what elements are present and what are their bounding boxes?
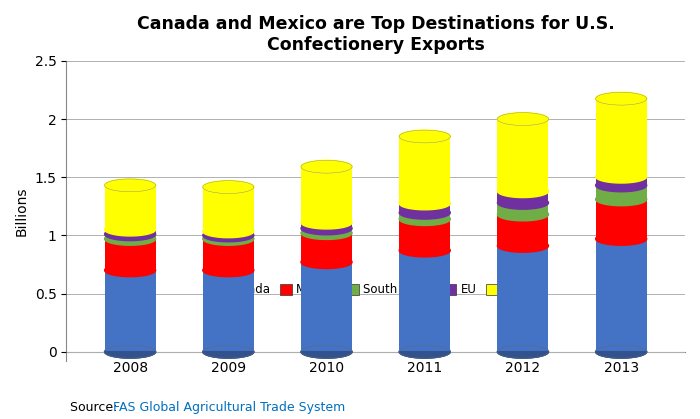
Polygon shape bbox=[104, 264, 155, 277]
Polygon shape bbox=[301, 352, 352, 358]
Bar bbox=[203, 239, 254, 270]
Title: Canada and Mexico are Top Destinations for U.S.
Confectionery Exports: Canada and Mexico are Top Destinations f… bbox=[136, 15, 615, 54]
Polygon shape bbox=[399, 213, 450, 225]
Bar bbox=[104, 270, 155, 352]
Polygon shape bbox=[104, 233, 155, 245]
Bar bbox=[203, 270, 254, 352]
Polygon shape bbox=[399, 345, 450, 358]
Polygon shape bbox=[301, 256, 352, 269]
Polygon shape bbox=[104, 223, 155, 236]
Polygon shape bbox=[203, 345, 254, 358]
Bar bbox=[399, 203, 450, 213]
Bar bbox=[498, 191, 549, 203]
Polygon shape bbox=[498, 352, 549, 358]
Polygon shape bbox=[301, 160, 352, 173]
Polygon shape bbox=[203, 225, 254, 238]
Polygon shape bbox=[104, 352, 155, 358]
Bar bbox=[203, 231, 254, 235]
Polygon shape bbox=[596, 179, 647, 192]
Bar bbox=[399, 251, 450, 352]
Bar bbox=[104, 239, 155, 270]
Polygon shape bbox=[399, 206, 450, 219]
Bar bbox=[301, 228, 352, 233]
Polygon shape bbox=[596, 92, 647, 105]
Bar bbox=[596, 177, 647, 185]
Bar bbox=[203, 235, 254, 239]
Polygon shape bbox=[596, 193, 647, 206]
Bar bbox=[498, 119, 549, 191]
Bar bbox=[596, 185, 647, 199]
Text: FAS Global Agricultural Trade System: FAS Global Agricultural Trade System bbox=[113, 401, 346, 414]
Bar bbox=[399, 213, 450, 219]
Bar bbox=[498, 203, 549, 215]
Bar bbox=[399, 219, 450, 251]
Polygon shape bbox=[104, 345, 155, 358]
Bar bbox=[498, 215, 549, 246]
Polygon shape bbox=[301, 222, 352, 235]
Polygon shape bbox=[203, 229, 254, 242]
Bar bbox=[104, 185, 155, 230]
Polygon shape bbox=[104, 352, 155, 358]
Polygon shape bbox=[498, 208, 549, 221]
Polygon shape bbox=[498, 352, 549, 358]
Polygon shape bbox=[301, 352, 352, 358]
Polygon shape bbox=[203, 352, 254, 358]
Polygon shape bbox=[399, 352, 450, 358]
Polygon shape bbox=[596, 352, 647, 358]
Bar bbox=[301, 262, 352, 352]
Polygon shape bbox=[301, 216, 352, 229]
Polygon shape bbox=[399, 352, 450, 358]
Polygon shape bbox=[203, 181, 254, 194]
Polygon shape bbox=[104, 179, 155, 192]
Polygon shape bbox=[301, 227, 352, 239]
Polygon shape bbox=[596, 345, 647, 358]
Polygon shape bbox=[203, 233, 254, 245]
Polygon shape bbox=[498, 345, 549, 358]
Text: Source:: Source: bbox=[70, 401, 121, 414]
Bar bbox=[498, 246, 549, 352]
Polygon shape bbox=[399, 244, 450, 257]
Bar bbox=[596, 99, 647, 177]
Polygon shape bbox=[399, 197, 450, 210]
Bar bbox=[203, 187, 254, 231]
Polygon shape bbox=[498, 185, 549, 197]
Polygon shape bbox=[596, 170, 647, 183]
Bar bbox=[301, 167, 352, 222]
Polygon shape bbox=[596, 352, 647, 358]
Bar bbox=[104, 234, 155, 239]
Polygon shape bbox=[203, 264, 254, 277]
Polygon shape bbox=[301, 345, 352, 358]
Polygon shape bbox=[498, 239, 549, 252]
Polygon shape bbox=[596, 233, 647, 245]
Polygon shape bbox=[498, 113, 549, 125]
Bar bbox=[301, 233, 352, 262]
Polygon shape bbox=[498, 197, 549, 209]
Polygon shape bbox=[399, 130, 450, 143]
Bar bbox=[399, 137, 450, 203]
Bar bbox=[104, 230, 155, 234]
Legend: Canada, Mexico, South Korea, EU, Others: Canada, Mexico, South Korea, EU, Others bbox=[204, 279, 547, 301]
Bar bbox=[596, 239, 647, 352]
Y-axis label: Billions: Billions bbox=[15, 186, 29, 235]
Polygon shape bbox=[203, 352, 254, 358]
Polygon shape bbox=[104, 228, 155, 241]
Bar bbox=[596, 199, 647, 239]
Bar bbox=[301, 222, 352, 228]
